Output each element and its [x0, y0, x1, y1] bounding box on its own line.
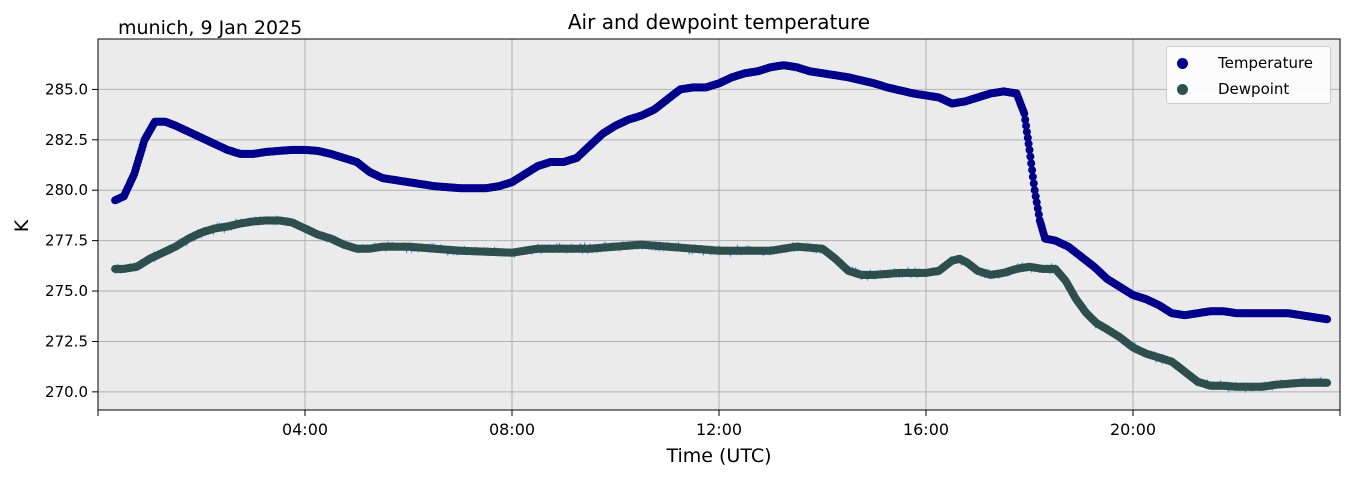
x-tick-label: 08:00 [489, 420, 535, 439]
data-point-temperature [1032, 198, 1041, 207]
data-point-temperature [1034, 210, 1043, 219]
data-point-temperature [1029, 179, 1038, 188]
grid [98, 39, 1340, 410]
data-point-temperature [1022, 121, 1031, 130]
y-tick-label: 272.5 [45, 332, 88, 350]
data-point-temperature [1033, 204, 1042, 213]
y-tick-label: 275.0 [45, 282, 88, 300]
data-point-temperature [1323, 315, 1332, 324]
data-point-temperature [1027, 159, 1036, 168]
y-tick-label: 282.5 [45, 131, 88, 149]
y-tick-label: 270.0 [45, 383, 88, 401]
points-layer [111, 61, 1332, 391]
data-point-temperature [1021, 115, 1030, 124]
data-point-temperature [1022, 127, 1031, 136]
x-axis: 04:00 08:00 12:00 16:00 20:00 [97, 410, 1341, 439]
legend-item-temperature: Temperature [1177, 53, 1313, 73]
data-point-temperature [1030, 186, 1039, 195]
y-axis: 270.0 272.5 275.0 277.5 280.0 282.5 285.0 [45, 80, 98, 401]
y-tick-label: 277.5 [45, 232, 88, 250]
temperature-marker-icon [1177, 57, 1188, 69]
data-point-temperature [1020, 109, 1029, 118]
legend-item-dewpoint: Dewpoint [1177, 79, 1289, 99]
data-point-temperature [1025, 145, 1034, 154]
x-tick-label: 04:00 [282, 420, 328, 439]
y-axis-label: K [11, 219, 33, 232]
data-point-temperature [1023, 133, 1032, 142]
data-point-dewpoint [1323, 378, 1332, 387]
data-point-temperature [1031, 192, 1040, 201]
legend: Temperature Dewpoint [1166, 46, 1331, 104]
legend-label-dewpoint: Dewpoint [1218, 80, 1290, 98]
x-tick-label: 12:00 [696, 420, 742, 439]
x-axis-label: Time (UTC) [665, 445, 771, 467]
y-tick-label: 280.0 [45, 181, 88, 199]
legend-label-temperature: Temperature [1218, 54, 1314, 72]
data-point-temperature [1026, 152, 1035, 161]
chart-title: Air and dewpoint temperature [568, 10, 870, 34]
data-point-temperature [1024, 139, 1033, 148]
data-point-temperature [1028, 172, 1037, 181]
x-tick-label: 16:00 [903, 420, 949, 439]
y-tick-label: 285.0 [45, 80, 88, 98]
dewpoint-marker-icon [1177, 83, 1188, 95]
chart-subtitle: munich, 9 Jan 2025 [118, 17, 302, 39]
x-tick-label: 20:00 [1110, 420, 1156, 439]
data-point-temperature [1028, 166, 1037, 175]
